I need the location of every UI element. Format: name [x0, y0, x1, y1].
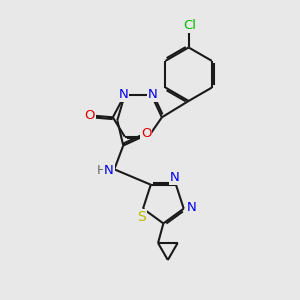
- Text: O: O: [84, 109, 95, 122]
- Text: Cl: Cl: [183, 19, 196, 32]
- Text: S: S: [137, 210, 146, 224]
- Text: O: O: [141, 127, 152, 140]
- Text: N: N: [119, 88, 128, 101]
- Text: N: N: [187, 201, 197, 214]
- Text: N: N: [104, 164, 114, 177]
- Text: N: N: [148, 88, 158, 101]
- Text: H: H: [96, 164, 106, 177]
- Text: N: N: [169, 171, 179, 184]
